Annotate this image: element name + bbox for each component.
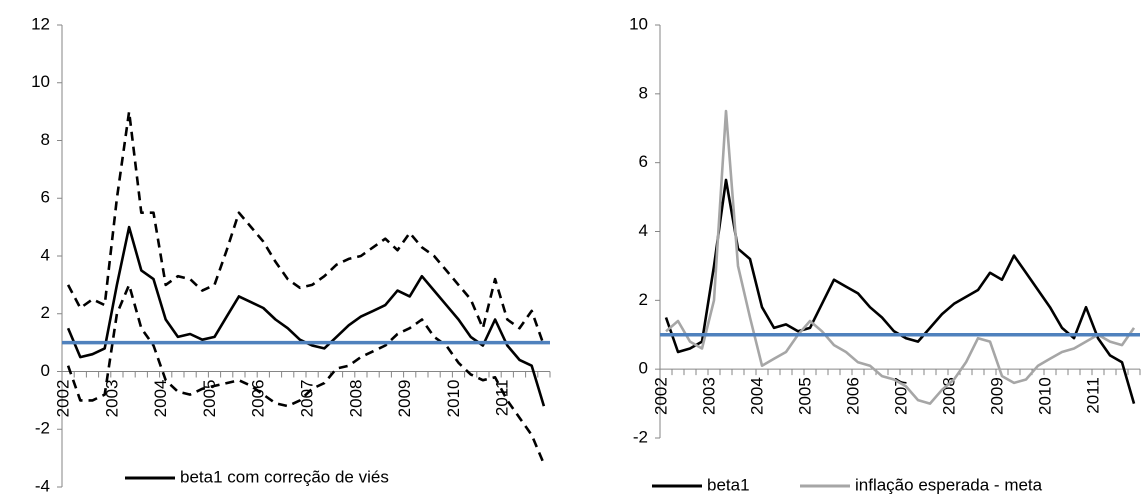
x-tick-label: 2006: [249, 380, 268, 418]
y-tick-label: 6: [639, 152, 648, 171]
y-tick-label: -4: [35, 476, 50, 495]
y-tick-label: -2: [633, 427, 648, 446]
x-tick-label: 2004: [151, 380, 170, 418]
legend-label: beta1: [707, 475, 750, 494]
y-tick-label: 10: [31, 72, 50, 91]
x-tick-label: 2009: [987, 377, 1006, 415]
series-line: [66, 225, 546, 407]
y-tick-label: 0: [41, 361, 50, 380]
x-tick-label: 2003: [102, 380, 121, 418]
x-tick-label: 2010: [444, 380, 463, 418]
x-tick-label: 2011: [493, 380, 512, 417]
y-tick-label: 4: [41, 245, 50, 264]
x-tick-label: 2009: [395, 380, 414, 418]
y-tick-label: 0: [639, 359, 648, 378]
y-tick-label: 12: [31, 14, 50, 33]
x-tick-label: 2010: [1035, 377, 1054, 415]
x-tick-label: 2011: [1083, 377, 1102, 414]
x-tick-label: 2006: [843, 377, 862, 415]
x-tick-label: 2004: [747, 377, 766, 415]
x-tick-label: 2003: [699, 377, 718, 415]
x-tick-label: 2002: [651, 377, 670, 415]
x-tick-label: 2005: [795, 377, 814, 415]
series-line: [66, 110, 546, 346]
y-tick-label: -2: [35, 419, 50, 438]
x-tick-label: 2002: [53, 380, 72, 418]
x-tick-label: 2008: [346, 380, 365, 418]
y-tick-label: 4: [639, 221, 648, 240]
y-tick-label: 6: [41, 188, 50, 207]
y-tick-label: 2: [639, 290, 648, 309]
y-tick-label: 2: [41, 303, 50, 322]
series-line: [665, 109, 1136, 405]
y-tick-label: 10: [629, 14, 648, 33]
x-tick-label: 2007: [297, 380, 316, 418]
y-tick-label: 8: [41, 130, 50, 149]
series-line: [66, 283, 546, 465]
legend-label: beta1 com correção de viés: [180, 467, 389, 486]
y-tick-label: 8: [639, 83, 648, 102]
legend-label: inflação esperada - meta: [855, 475, 1043, 494]
